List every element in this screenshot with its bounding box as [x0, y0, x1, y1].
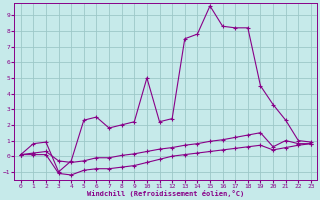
- X-axis label: Windchill (Refroidissement éolien,°C): Windchill (Refroidissement éolien,°C): [87, 190, 244, 197]
